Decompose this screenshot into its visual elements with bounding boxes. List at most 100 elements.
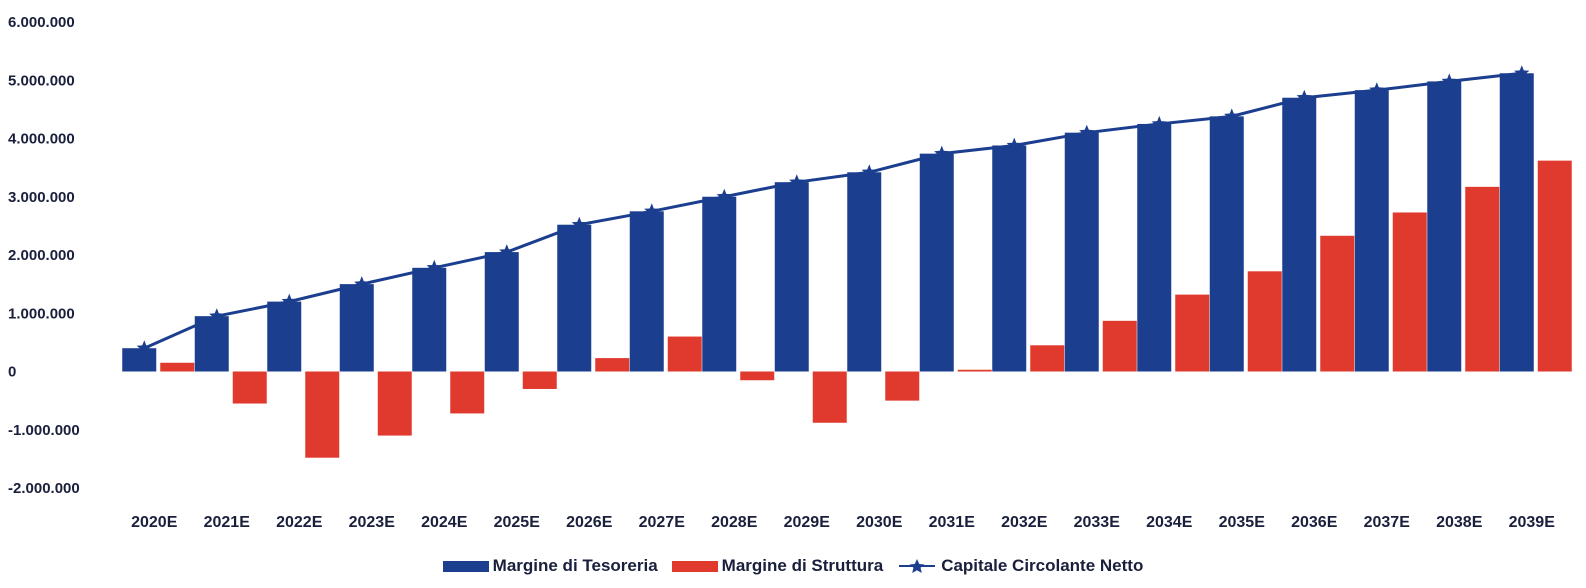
bar-struttura xyxy=(885,371,920,401)
ccn-star-point xyxy=(1079,124,1095,140)
legend-item-struttura: Margine di Struttura xyxy=(671,556,884,576)
x-tick-label: 2035E xyxy=(1219,514,1266,531)
ccn-star-point xyxy=(1514,65,1530,80)
ccn-star-point xyxy=(716,188,732,204)
bars xyxy=(122,73,1572,458)
legend-item-ccn: Capitale Circolante Netto xyxy=(897,556,1143,576)
bar-tesoreria xyxy=(1209,116,1244,372)
ccn-star-point xyxy=(934,145,950,161)
bar-tesoreria xyxy=(267,301,302,372)
bar-tesoreria xyxy=(1354,90,1389,372)
bar-struttura xyxy=(1247,271,1282,372)
x-tick-label: 2032E xyxy=(1001,514,1048,531)
x-tick-label: 2021E xyxy=(204,514,251,531)
bar-struttura xyxy=(957,369,992,372)
x-tick-label: 2023E xyxy=(349,514,396,531)
y-tick-label: 1.000.000 xyxy=(8,305,75,322)
x-tick-label: 2025E xyxy=(494,514,541,531)
bar-struttura xyxy=(377,371,412,436)
bar-struttura xyxy=(667,336,702,372)
ccn-star-point xyxy=(499,244,515,259)
x-tick-label: 2039E xyxy=(1509,514,1556,531)
bar-struttura xyxy=(812,371,847,423)
ccn-star-point xyxy=(571,216,587,232)
bar-struttura xyxy=(1537,160,1572,372)
ccn-star-point xyxy=(1296,89,1312,105)
bar-tesoreria xyxy=(774,182,809,372)
bar-tesoreria xyxy=(702,196,737,372)
bar-tesoreria xyxy=(919,153,954,372)
y-tick-label: 4.000.000 xyxy=(8,131,75,148)
bar-struttura xyxy=(1030,345,1065,372)
bar-struttura xyxy=(232,371,267,404)
x-tick-label: 2030E xyxy=(856,514,903,531)
y-tick-label: 5.000.000 xyxy=(8,72,75,89)
y-tick-label: 3.000.000 xyxy=(8,189,75,206)
bar-struttura xyxy=(595,358,630,372)
x-tick-label: 2033E xyxy=(1074,514,1121,531)
legend-line-star-icon xyxy=(899,559,936,573)
ccn-star-point xyxy=(861,164,877,179)
legend: Margine di Tesoreria Margine di Struttur… xyxy=(0,556,1586,576)
legend-item-tesoreria: Margine di Tesoreria xyxy=(442,556,658,576)
bar-tesoreria xyxy=(1137,123,1172,372)
y-tick-label: 6.000.000 xyxy=(8,14,75,31)
bar-tesoreria xyxy=(992,145,1027,372)
y-tick-label: -2.000.000 xyxy=(8,480,80,497)
ccn-star-point xyxy=(1006,137,1022,152)
y-tick-label: -1.000.000 xyxy=(8,422,80,439)
legend-label-struttura: Margine di Struttura xyxy=(721,556,884,575)
bar-tesoreria xyxy=(412,267,447,372)
bar-struttura xyxy=(740,371,775,381)
ccn-polyline xyxy=(143,71,1522,350)
ccn-star-point xyxy=(281,293,297,309)
x-tick-label: 2031E xyxy=(929,514,976,531)
bar-tesoreria xyxy=(847,172,882,372)
bar-struttura xyxy=(1465,186,1500,372)
ccn-star-point xyxy=(1441,73,1457,88)
bar-tesoreria xyxy=(1064,132,1099,372)
bar-tesoreria xyxy=(194,316,229,372)
bar-struttura xyxy=(1102,320,1137,372)
x-tick-label: 2022E xyxy=(276,514,323,531)
ccn-star-point xyxy=(644,203,660,218)
bar-tesoreria xyxy=(1282,97,1317,372)
ccn-star-point xyxy=(1224,108,1240,123)
bar-tesoreria xyxy=(122,348,157,372)
y-axis: 6.000.000 5.000.000 4.000.000 3.000.000 2.00… xyxy=(8,14,80,497)
x-tick-label: 2037E xyxy=(1364,514,1411,531)
bar-tesoreria xyxy=(1499,73,1534,372)
bar-tesoreria xyxy=(484,252,519,372)
legend-swatch-tesoreria xyxy=(442,560,489,572)
ccn-star-point xyxy=(1369,82,1385,97)
chart: 6.000.000 5.000.000 4.000.000 3.000.000 2.00… xyxy=(8,14,1572,531)
x-tick-label: 2027E xyxy=(639,514,686,531)
bar-struttura xyxy=(450,371,485,414)
x-tick-label: 2038E xyxy=(1436,514,1483,531)
x-tick-label: 2026E xyxy=(566,514,613,531)
ccn-star-point xyxy=(789,174,805,189)
bar-tesoreria xyxy=(557,224,592,372)
bar-struttura xyxy=(1392,212,1427,372)
bar-struttura xyxy=(1175,294,1210,372)
ccn-star-point xyxy=(426,259,442,275)
bar-struttura xyxy=(305,371,340,458)
bar-tesoreria xyxy=(629,211,664,372)
ccn-star-point xyxy=(209,308,225,323)
bar-tesoreria xyxy=(339,284,374,372)
bar-struttura xyxy=(522,371,557,389)
x-tick-label: 2024E xyxy=(421,514,468,531)
legend-label-ccn: Capitale Circolante Netto xyxy=(941,556,1144,575)
legend-label-tesoreria: Margine di Tesoreria xyxy=(492,556,658,575)
ccn-star-point xyxy=(136,340,152,355)
bar-tesoreria xyxy=(1427,81,1462,372)
x-tick-label: 2020E xyxy=(131,514,178,531)
bar-struttura xyxy=(160,362,195,372)
y-tick-label: 0 xyxy=(8,364,16,381)
y-tick-label: 2.000.000 xyxy=(8,247,75,264)
x-axis: 2020E 2021E 2022E 2023E 2024E 2025E 2026E 2027E… xyxy=(131,514,1555,531)
x-tick-label: 2034E xyxy=(1146,514,1193,531)
ccn-star-point xyxy=(1151,115,1167,131)
bar-struttura xyxy=(1320,235,1355,372)
ccn-star-point xyxy=(354,276,370,291)
